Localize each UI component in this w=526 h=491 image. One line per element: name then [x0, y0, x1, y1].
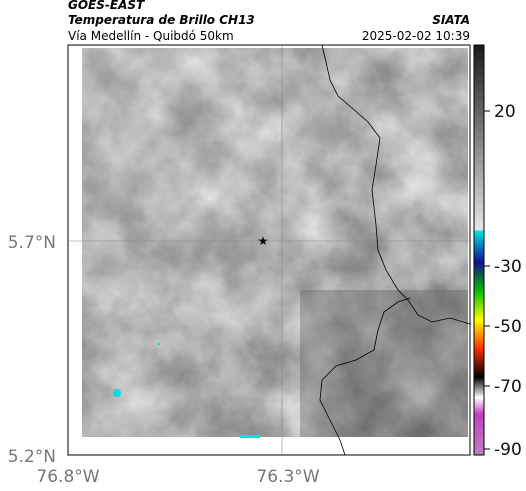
lon-label: 76.8°W: [36, 467, 99, 487]
colorbar: 20 -30 -50 -70 -90: [473, 44, 522, 460]
colorbar-tick: -70: [494, 377, 522, 397]
border: [319, 297, 411, 456]
source: GOES-EAST: [68, 0, 145, 12]
colorbar-tick: 20: [494, 102, 516, 122]
border: [321, 44, 471, 325]
colorbar-tick: -50: [494, 317, 522, 337]
cold-pixel: [113, 389, 121, 397]
org: SIATA: [432, 13, 470, 27]
subtitle: Vía Medellín - Quibdó 50km: [68, 29, 234, 43]
map-panel: ★: [67, 44, 471, 456]
location-marker: ★: [258, 234, 269, 248]
colorbar-tick: -30: [494, 257, 522, 277]
title: Temperatura de Brillo CH13: [68, 13, 255, 27]
lat-label: 5.7°N: [8, 233, 56, 253]
datetime: 2025-02-02 10:39: [362, 29, 470, 43]
lon-label: 76.3°W: [256, 467, 319, 487]
colorbar-tick: -90: [494, 440, 522, 460]
lat-label: 5.2°N: [8, 447, 56, 467]
